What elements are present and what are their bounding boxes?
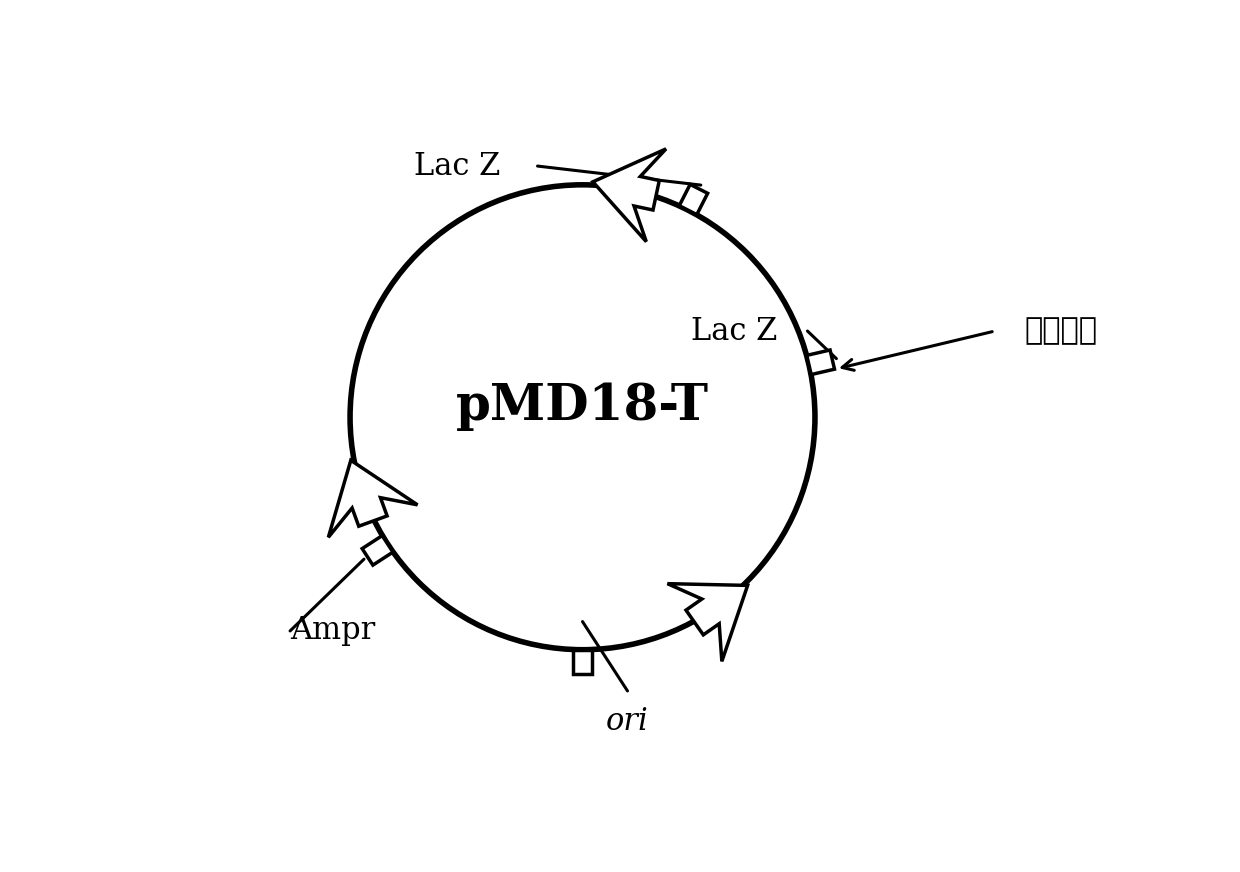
Text: Lac Z: Lac Z xyxy=(414,151,500,181)
Text: Ampr: Ampr xyxy=(290,616,376,646)
Text: pMD18-T: pMD18-T xyxy=(456,382,709,431)
Polygon shape xyxy=(362,535,393,565)
Polygon shape xyxy=(593,149,666,242)
Polygon shape xyxy=(667,583,748,661)
Polygon shape xyxy=(329,460,418,537)
Text: Lac Z: Lac Z xyxy=(691,316,777,346)
Polygon shape xyxy=(807,350,835,375)
Text: 克隆序列: 克隆序列 xyxy=(1025,317,1097,345)
Polygon shape xyxy=(680,184,708,215)
Polygon shape xyxy=(573,650,593,673)
Text: ori: ori xyxy=(606,706,649,737)
